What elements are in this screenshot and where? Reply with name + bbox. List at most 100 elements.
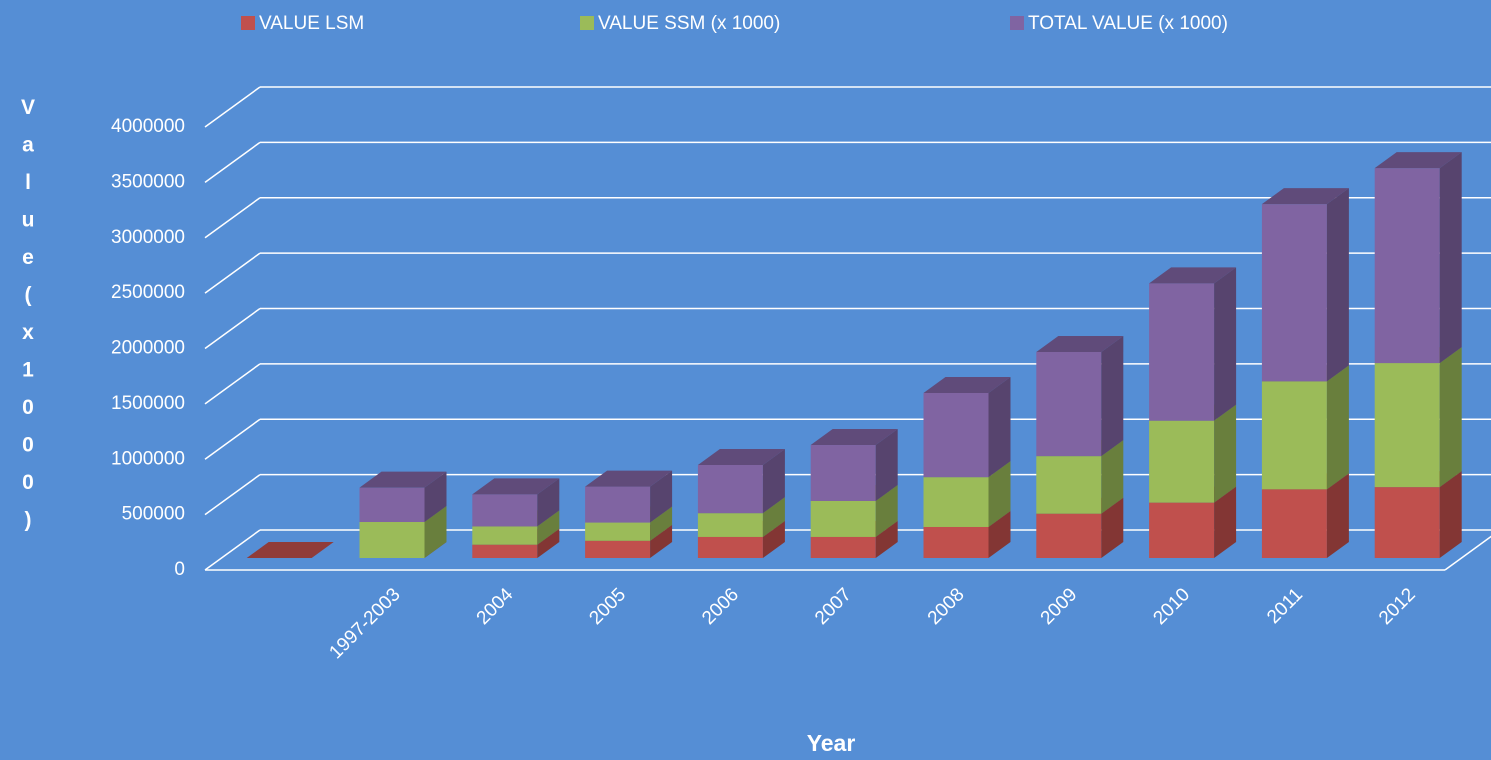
bar-side xyxy=(1214,486,1237,558)
y-axis-title-char: 1 xyxy=(22,358,34,381)
bar-side xyxy=(424,471,447,523)
bar-front xyxy=(359,522,425,558)
bar-side xyxy=(762,497,785,537)
legend-label: TOTAL VALUE (x 1000) xyxy=(1028,13,1228,34)
bar-front xyxy=(1374,487,1440,558)
bar xyxy=(810,429,898,501)
bar-side xyxy=(1326,188,1349,382)
y-axis-title-char: u xyxy=(22,208,35,231)
legend-swatch xyxy=(241,16,255,30)
bar xyxy=(585,470,673,523)
grid-line-diagonal xyxy=(204,252,261,294)
bar-front xyxy=(923,477,989,527)
bar-front xyxy=(697,464,763,514)
bar-front xyxy=(697,513,763,537)
bar-top xyxy=(1149,267,1237,284)
bar xyxy=(1036,336,1124,457)
bar-top xyxy=(810,429,898,446)
bar-side xyxy=(1439,152,1462,364)
legend-swatch xyxy=(580,16,594,30)
bar-top xyxy=(472,478,560,495)
bar xyxy=(472,478,560,527)
bar-front xyxy=(923,526,989,558)
bar-top xyxy=(1374,152,1462,169)
y-tick-label: 2500000 xyxy=(111,282,185,303)
bar xyxy=(1261,365,1349,490)
y-axis-title-char: a xyxy=(22,133,34,156)
bar-front xyxy=(1261,381,1327,490)
bar-side xyxy=(650,470,673,523)
y-axis-title-char: ) xyxy=(25,508,32,531)
grid-line-diagonal xyxy=(204,141,261,183)
grid-line-diagonal xyxy=(204,363,261,405)
bar-side xyxy=(537,528,560,558)
y-axis-title-char: 0 xyxy=(22,471,34,494)
bar-top xyxy=(246,542,334,558)
bar-side xyxy=(537,510,560,545)
bar-top xyxy=(923,376,1011,393)
y-axis-title-char: e xyxy=(22,246,34,269)
bar-front xyxy=(472,494,538,527)
bar xyxy=(1374,347,1462,488)
bar-side xyxy=(875,520,898,558)
bar-front xyxy=(472,544,538,558)
grid-line-diagonal xyxy=(204,474,261,516)
bar xyxy=(1374,152,1462,364)
legend-swatch xyxy=(1010,16,1024,30)
bar-top xyxy=(1261,188,1349,205)
grid-line-diagonal xyxy=(204,418,261,460)
bar-top xyxy=(697,448,785,465)
bar-side xyxy=(1439,471,1462,558)
bar-top xyxy=(585,470,673,487)
y-tick-label: 4000000 xyxy=(111,116,185,137)
bar-top xyxy=(1036,336,1124,353)
y-tick-label: 0 xyxy=(174,559,185,580)
bar-side xyxy=(1214,404,1237,503)
bar-side xyxy=(1326,473,1349,558)
bar-side xyxy=(1101,336,1124,457)
bar-side xyxy=(988,376,1011,478)
y-tick-label: 3000000 xyxy=(111,227,185,248)
y-axis-title-char: 0 xyxy=(22,396,34,419)
bar-front xyxy=(585,522,651,541)
bar-side xyxy=(537,478,560,527)
bar-side xyxy=(650,524,673,558)
bar-side xyxy=(988,461,1011,527)
bar xyxy=(359,471,447,523)
bar-front xyxy=(1149,420,1215,503)
y-tick-label: 1500000 xyxy=(111,393,185,414)
bar-front xyxy=(585,540,651,558)
bar-side xyxy=(762,520,785,558)
bar-side xyxy=(424,506,447,558)
y-tick-label: 500000 xyxy=(122,504,185,525)
x-axis-title: Year xyxy=(807,730,856,756)
bar-front xyxy=(1149,502,1215,558)
grid-line-diagonal xyxy=(204,529,261,571)
bar xyxy=(1149,267,1237,421)
y-tick-label: 2000000 xyxy=(111,338,185,359)
bar-front xyxy=(359,487,425,523)
bar-front xyxy=(810,500,876,537)
bar-side xyxy=(1214,267,1237,421)
y-axis-title-char: x xyxy=(22,321,34,344)
bar-side xyxy=(1101,440,1124,514)
bar-front xyxy=(585,486,651,523)
bar-front xyxy=(1149,283,1215,421)
bar xyxy=(697,448,785,514)
grid-line-diagonal xyxy=(204,86,261,128)
y-axis-title-char: V xyxy=(21,96,35,119)
y-tick-label: 3500000 xyxy=(111,171,185,192)
bar-front xyxy=(1261,489,1327,558)
grid-line-diagonal xyxy=(204,197,261,239)
bar-side xyxy=(875,429,898,501)
bar-side xyxy=(762,448,785,514)
y-axis-title-char: ( xyxy=(25,283,32,306)
legend-label: VALUE SSM (x 1000) xyxy=(598,13,780,34)
bar-front xyxy=(1036,352,1102,457)
bar-side xyxy=(1439,347,1462,488)
bar-front xyxy=(472,526,538,545)
